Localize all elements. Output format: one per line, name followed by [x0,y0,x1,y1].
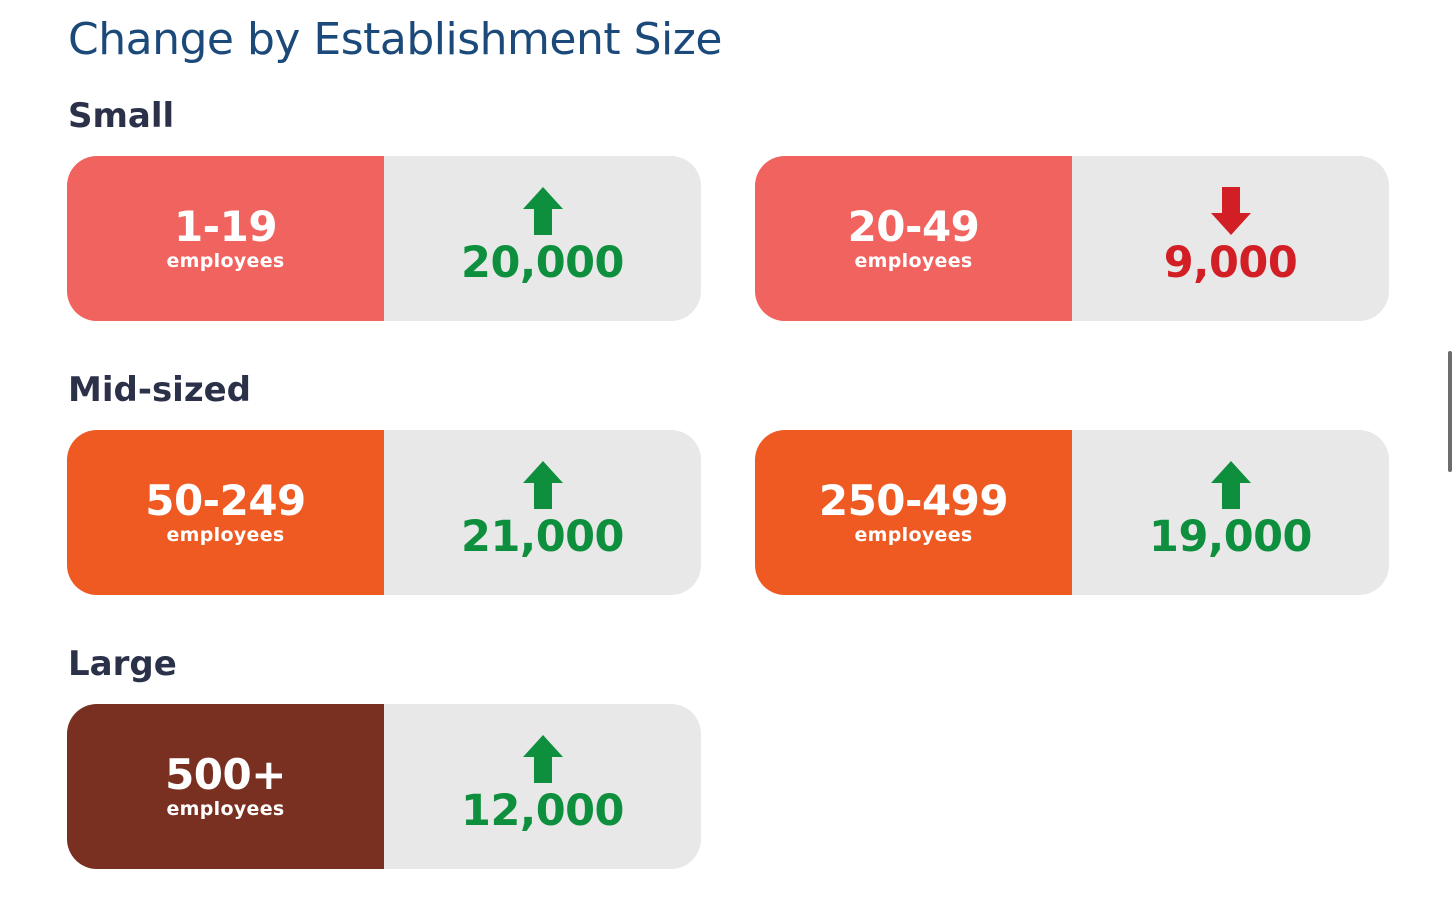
change-value: 19,000 [1149,512,1312,562]
size-range-label: 50-249 [145,476,306,525]
change-value: 20,000 [461,238,624,288]
change-panel: 21,000 [384,430,701,595]
size-card-50-249: 50-249 employees 21,000 [67,430,701,595]
page-title: Change by Establishment Size [68,14,722,65]
size-range-panel: 250-499 employees [755,430,1072,595]
size-unit-label: employees [166,250,285,272]
size-range-label: 20-49 [847,202,980,251]
size-unit-label: employees [166,524,285,546]
size-card-1-19: 1-19 employees 20,000 [67,156,701,321]
change-panel: 19,000 [1072,430,1389,595]
change-panel: 12,000 [384,704,701,869]
change-value: 9,000 [1163,238,1298,288]
arrow-up-icon [523,461,563,509]
size-range-panel: 50-249 employees [67,430,384,595]
section-label-mid-sized: Mid-sized [68,370,252,410]
scrollbar-thumb[interactable] [1448,351,1452,472]
size-range-panel: 500+ employees [67,704,384,869]
section-label-large: Large [68,644,177,684]
change-panel: 20,000 [384,156,701,321]
size-unit-label: employees [854,250,973,272]
section-label-small: Small [68,96,175,136]
size-range-label: 250-499 [818,476,1009,525]
size-range-label: 500+ [165,750,286,799]
size-unit-label: employees [166,798,285,820]
arrow-up-icon [523,735,563,783]
arrow-down-icon [1211,187,1251,235]
arrow-up-icon [523,187,563,235]
size-range-panel: 20-49 employees [755,156,1072,321]
size-card-500-plus: 500+ employees 12,000 [67,704,701,869]
size-card-20-49: 20-49 employees 9,000 [755,156,1389,321]
size-unit-label: employees [854,524,973,546]
change-panel: 9,000 [1072,156,1389,321]
change-value: 12,000 [461,786,624,836]
size-range-panel: 1-19 employees [67,156,384,321]
arrow-up-icon [1211,461,1251,509]
size-card-250-499: 250-499 employees 19,000 [755,430,1389,595]
change-value: 21,000 [461,512,624,562]
size-range-label: 1-19 [173,202,278,251]
